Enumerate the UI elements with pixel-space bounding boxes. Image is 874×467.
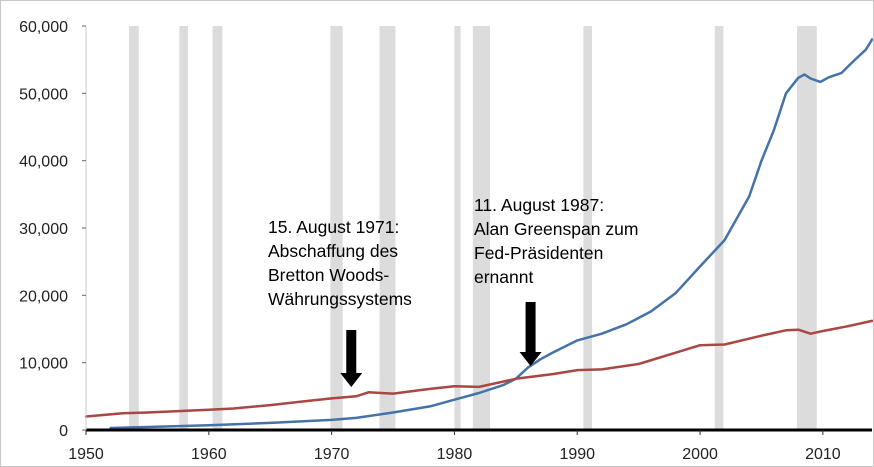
recession-band xyxy=(583,26,592,430)
y-tick-label: 10,000 xyxy=(19,356,68,373)
x-tick-label: 1980 xyxy=(437,446,473,463)
annotation-text-line: ernannt xyxy=(474,267,533,287)
annotation-text-line: 15. August 1971: xyxy=(268,217,399,237)
x-tick-label: 1990 xyxy=(559,446,595,463)
annotation-text-line: Alan Greenspan zum xyxy=(474,219,638,239)
x-tick-label: 2010 xyxy=(805,446,841,463)
recession-band xyxy=(472,26,491,430)
recession-band xyxy=(454,26,461,430)
series-line-1 xyxy=(109,38,874,430)
recession-band xyxy=(714,26,724,430)
y-axis-ticks: 0 10,000 20,000 30,000 40,000 50,000 60,000 xyxy=(19,19,86,440)
annotation-1: 15. August 1971: Abschaffung des Bretton W… xyxy=(268,217,412,387)
recession-band xyxy=(179,26,188,430)
x-tick-label: 1950 xyxy=(68,446,104,463)
annotation-text-line: Bretton Woods- xyxy=(268,265,389,285)
recession-band xyxy=(330,26,343,430)
recession-band xyxy=(379,26,396,430)
annotation-arrow xyxy=(340,330,363,387)
y-tick-label: 60,000 xyxy=(19,19,68,36)
annotation-text-line: 11. August 1987: xyxy=(474,195,604,215)
y-tick-label: 30,000 xyxy=(19,221,68,238)
annotation-text-line: Fed-Präsidenten xyxy=(474,243,603,263)
y-tick-label: 50,000 xyxy=(19,86,68,103)
recession-band xyxy=(212,26,223,430)
recession-bands xyxy=(128,26,817,430)
recession-band xyxy=(797,26,817,430)
x-axis-ticks: 1950 1960 1970 1980 1990 2000 2010 xyxy=(68,430,841,463)
annotation-arrow xyxy=(519,302,542,366)
x-tick-label: 1970 xyxy=(314,446,350,463)
y-tick-label: 40,000 xyxy=(19,154,68,171)
series-line-2 xyxy=(84,319,874,418)
annotation-text-line: Währungssystems xyxy=(268,289,412,309)
x-tick-label: 1960 xyxy=(191,446,227,463)
y-tick-label: 0 xyxy=(59,423,68,440)
annotations: 15. August 1971: Abschaffung des Bretton W… xyxy=(268,195,638,387)
annotation-2: 11. August 1987: Alan Greenspan zum Fed-Pr… xyxy=(474,195,638,366)
x-tick-label: 2000 xyxy=(682,446,718,463)
recession-band xyxy=(128,26,139,430)
series-lines xyxy=(84,38,874,430)
y-tick-label: 20,000 xyxy=(19,288,68,305)
annotation-text-line: Abschaffung des xyxy=(268,241,398,261)
